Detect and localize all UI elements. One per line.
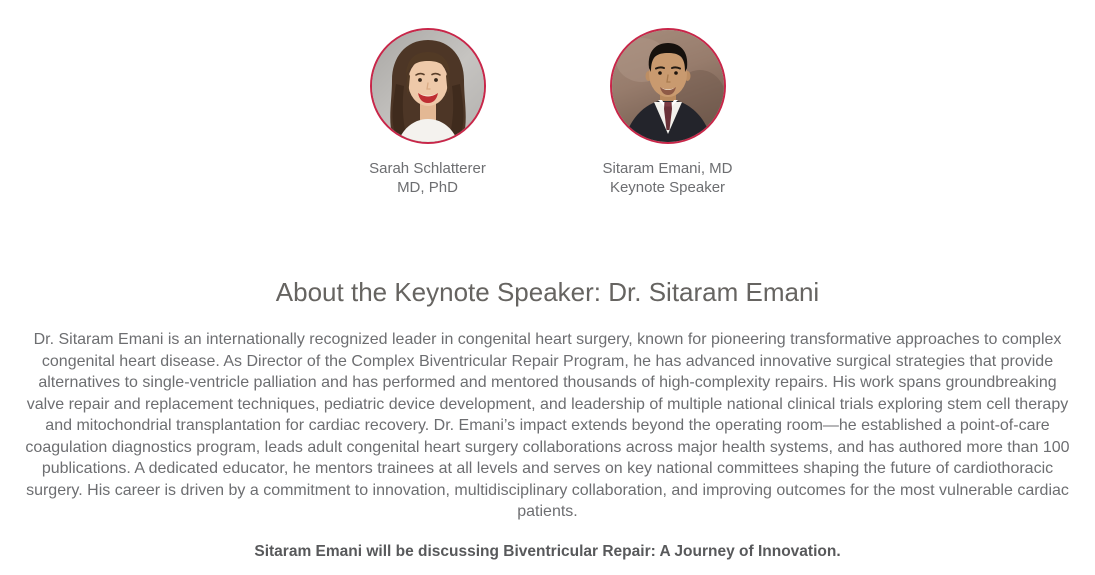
speaker-photo-frame	[609, 28, 726, 144]
portrait-photo-sitaram-emani-icon	[611, 30, 724, 142]
talk-announcement: Sitaram Emani will be discussing Biventr…	[254, 542, 841, 560]
speaker-name: Sarah Schlatterer	[369, 160, 486, 177]
speaker-caption: Sitaram Emani, MD Keynote Speaker	[602, 159, 732, 197]
speaker-card-sarah-schlatterer: Sarah Schlatterer MD, PhD	[308, 28, 548, 197]
speaker-bio-paragraph: Dr. Sitaram Emani is an internationally …	[25, 331, 1070, 520]
speakers-row: Sarah Schlatterer MD, PhD	[0, 0, 1095, 197]
speaker-title: MD, PhD	[397, 179, 458, 196]
speaker-name: Sitaram Emani, MD	[602, 160, 733, 177]
about-speaker-heading: About the Keynote Speaker: Dr. Sitaram E…	[275, 277, 820, 307]
speaker-photo-frame	[369, 28, 486, 144]
portrait-photo-sarah-schlatterer-icon	[371, 30, 484, 142]
speaker-title: Keynote Speaker	[609, 179, 726, 196]
speaker-card-sitaram-emani: Sitaram Emani, MD Keynote Speaker	[548, 28, 788, 197]
speaker-caption: Sarah Schlatterer MD, PhD	[369, 159, 486, 197]
